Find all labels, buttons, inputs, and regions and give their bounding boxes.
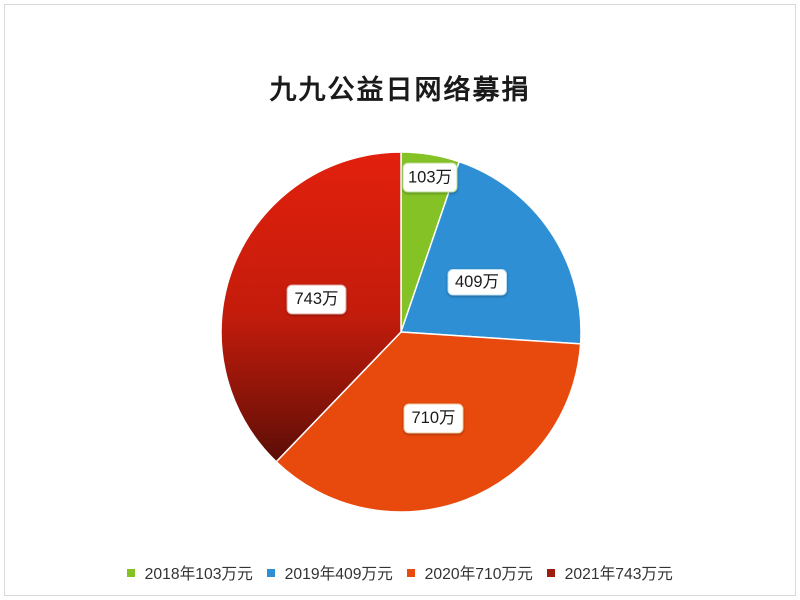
svg-text:743万: 743万 bbox=[294, 290, 338, 308]
svg-text:409万: 409万 bbox=[455, 273, 499, 291]
svg-text:710万: 710万 bbox=[411, 409, 455, 427]
svg-text:103万: 103万 bbox=[408, 169, 452, 187]
